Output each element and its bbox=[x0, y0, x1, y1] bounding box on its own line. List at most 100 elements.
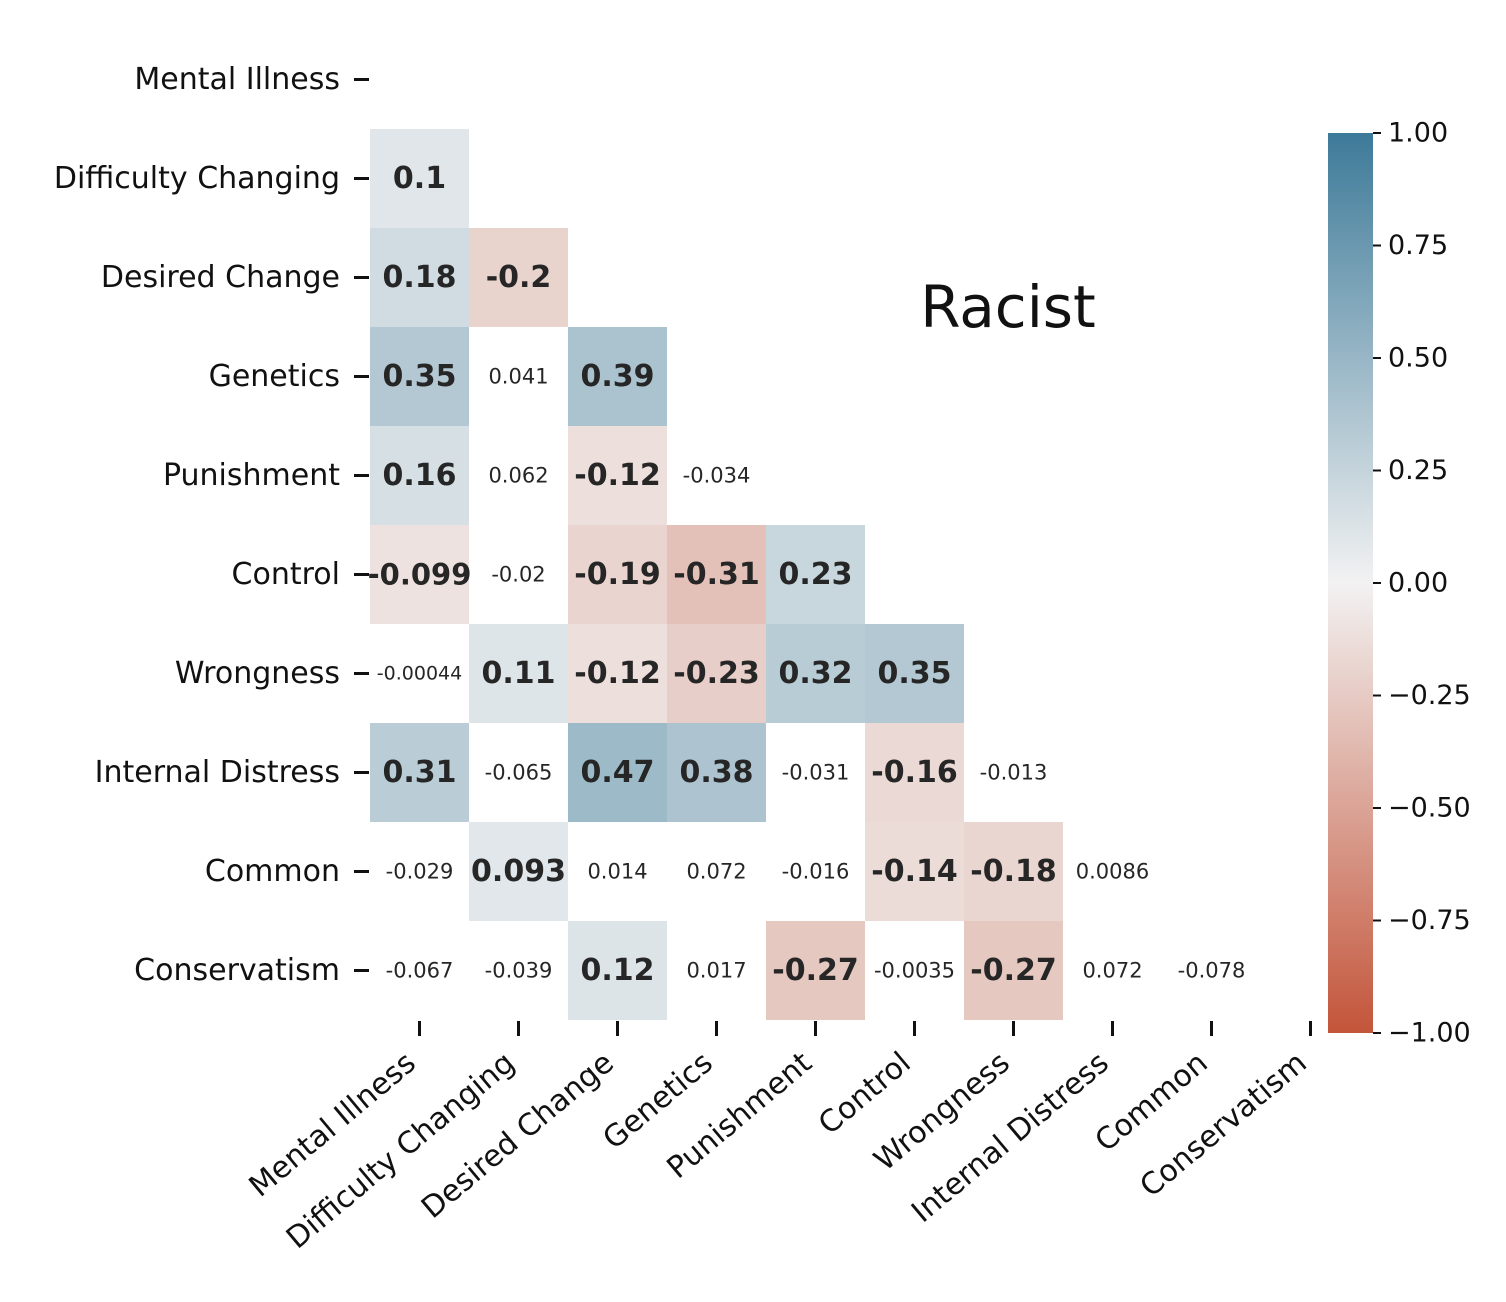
x-tick-label-mental-illness: Mental Illness bbox=[243, 1045, 423, 1204]
cell-label-internal-distress-punishment: -0.031 bbox=[782, 761, 850, 785]
heatmap-cell-wrongness-genetics bbox=[667, 624, 766, 723]
cell-label-conservatism-control: -0.0035 bbox=[874, 959, 955, 983]
colorbar-gradient bbox=[1328, 133, 1373, 1033]
cell-label-desired-change-mental-illness: 0.18 bbox=[382, 260, 456, 295]
cell-label-genetics-difficulty-changing: 0.041 bbox=[488, 365, 548, 389]
y-tick-label-wrongness: Wrongness bbox=[175, 656, 340, 691]
heatmap-cell-control-difficulty-changing bbox=[469, 525, 568, 624]
heatmap-cell-wrongness-control bbox=[865, 624, 964, 723]
cell-label-common-difficulty-changing: 0.093 bbox=[471, 854, 566, 889]
colorbar-tick-label: 1.00 bbox=[1388, 118, 1448, 149]
cell-label-wrongness-punishment: 0.32 bbox=[778, 656, 852, 691]
cell-label-wrongness-desired-change: -0.12 bbox=[574, 656, 660, 691]
colorbar-tick-label: 0.50 bbox=[1388, 343, 1448, 374]
y-tick-label-common: Common bbox=[205, 854, 340, 889]
heatmap-cell-conservatism-control bbox=[865, 921, 964, 1020]
chart-title: Racist bbox=[920, 273, 1096, 341]
heatmap-cell-control-punishment bbox=[766, 525, 865, 624]
heatmap-cell-conservatism-punishment bbox=[766, 921, 865, 1020]
heatmap-cell-internal-distress-control bbox=[865, 723, 964, 822]
y-tick-label-control: Control bbox=[232, 557, 340, 592]
cell-label-punishment-difficulty-changing: 0.062 bbox=[488, 464, 548, 488]
cell-label-desired-change-difficulty-changing: -0.2 bbox=[486, 260, 552, 295]
heatmap-cell-internal-distress-mental-illness bbox=[370, 723, 469, 822]
cell-label-common-desired-change: 0.014 bbox=[587, 860, 647, 884]
heatmap-cell-difficulty-changing-mental-illness bbox=[370, 129, 469, 228]
heatmap-cell-common-difficulty-changing bbox=[469, 822, 568, 921]
cell-label-internal-distress-difficulty-changing: -0.065 bbox=[485, 761, 553, 785]
cell-label-common-internal-distress: 0.0086 bbox=[1076, 860, 1149, 884]
cell-label-wrongness-control: 0.35 bbox=[877, 656, 951, 691]
cell-label-internal-distress-control: -0.16 bbox=[871, 755, 957, 790]
heatmap-cell-punishment-desired-change bbox=[568, 426, 667, 525]
y-tick-label-genetics: Genetics bbox=[209, 359, 340, 394]
cell-label-conservatism-genetics: 0.017 bbox=[686, 959, 746, 983]
colorbar-tick-label: 0.25 bbox=[1388, 455, 1448, 486]
cell-label-internal-distress-desired-change: 0.47 bbox=[580, 755, 654, 790]
x-tick-label-conservatism: Conservatism bbox=[1133, 1045, 1313, 1204]
heatmap-cell-conservatism-wrongness bbox=[964, 921, 1063, 1020]
heatmap-cell-common-internal-distress bbox=[1063, 822, 1162, 921]
y-axis: Mental Illness Difficulty Changing Desired… bbox=[54, 62, 369, 988]
colorbar-tick-label: −0.75 bbox=[1388, 905, 1471, 936]
heatmap-cell-common-wrongness bbox=[964, 822, 1063, 921]
heatmap-cell-control-genetics bbox=[667, 525, 766, 624]
heatmap-cell-common-desired-change bbox=[568, 822, 667, 921]
cell-label-conservatism-punishment: -0.27 bbox=[772, 953, 858, 988]
heatmap-cell-conservatism-common bbox=[1162, 921, 1261, 1020]
cell-label-wrongness-difficulty-changing: 0.11 bbox=[481, 656, 555, 691]
heatmap-cell-desired-change-difficulty-changing bbox=[469, 228, 568, 327]
heatmap-cell-wrongness-difficulty-changing bbox=[469, 624, 568, 723]
y-tick-label-desired-change: Desired Change bbox=[101, 260, 340, 295]
heatmap-cell-internal-distress-desired-change bbox=[568, 723, 667, 822]
y-tick-label-difficulty-changing: Difficulty Changing bbox=[54, 161, 340, 196]
heatmap-cell-wrongness-punishment bbox=[766, 624, 865, 723]
y-tick-label-punishment: Punishment bbox=[163, 458, 340, 493]
cell-label-conservatism-internal-distress: 0.072 bbox=[1082, 959, 1142, 983]
cell-label-control-punishment: 0.23 bbox=[778, 557, 852, 592]
cell-label-punishment-mental-illness: 0.16 bbox=[382, 458, 456, 493]
heatmap-cell-common-genetics bbox=[667, 822, 766, 921]
colorbar-tick-label: −0.25 bbox=[1388, 680, 1471, 711]
heatmap-cell-punishment-mental-illness bbox=[370, 426, 469, 525]
cell-label-control-genetics: -0.31 bbox=[673, 557, 759, 592]
cell-label-conservatism-wrongness: -0.27 bbox=[970, 953, 1056, 988]
cell-label-conservatism-difficulty-changing: -0.039 bbox=[485, 959, 553, 983]
heatmap-cell-control-mental-illness bbox=[370, 525, 469, 624]
heatmap-cell-common-mental-illness bbox=[370, 822, 469, 921]
heatmap-cells bbox=[370, 129, 1261, 1020]
heatmap-cell-control-desired-change bbox=[568, 525, 667, 624]
cell-label-punishment-desired-change: -0.12 bbox=[574, 458, 660, 493]
heatmap-cell-genetics-difficulty-changing bbox=[469, 327, 568, 426]
cell-label-common-control: -0.14 bbox=[871, 854, 957, 889]
cell-label-genetics-desired-change: 0.39 bbox=[580, 359, 654, 394]
colorbar-tick-label: 0.75 bbox=[1388, 230, 1448, 261]
colorbar-tick-label: 0.00 bbox=[1388, 568, 1448, 599]
cell-label-common-wrongness: -0.18 bbox=[970, 854, 1056, 889]
heatmap-cell-genetics-mental-illness bbox=[370, 327, 469, 426]
heatmap-cell-desired-change-mental-illness bbox=[370, 228, 469, 327]
cell-label-common-punishment: -0.016 bbox=[782, 860, 850, 884]
cell-label-common-mental-illness: -0.029 bbox=[386, 860, 454, 884]
heatmap-cell-internal-distress-genetics bbox=[667, 723, 766, 822]
heatmap-cell-internal-distress-wrongness bbox=[964, 723, 1063, 822]
colorbar-tick-label: −1.00 bbox=[1388, 1018, 1471, 1049]
heatmap-cell-conservatism-difficulty-changing bbox=[469, 921, 568, 1020]
cell-label-conservatism-mental-illness: -0.067 bbox=[386, 959, 454, 983]
cell-label-difficulty-changing-mental-illness: 0.1 bbox=[393, 161, 446, 196]
y-tick-label-mental-illness: Mental Illness bbox=[134, 62, 340, 97]
colorbar-tick-label: −0.50 bbox=[1388, 793, 1471, 824]
heatmap-cell-conservatism-mental-illness bbox=[370, 921, 469, 1020]
cell-label-internal-distress-wrongness: -0.013 bbox=[980, 761, 1048, 785]
heatmap-cell-wrongness-mental-illness bbox=[370, 624, 469, 723]
heatmap-cell-punishment-genetics bbox=[667, 426, 766, 525]
cell-label-conservatism-common: -0.078 bbox=[1178, 959, 1246, 983]
cell-label-common-genetics: 0.072 bbox=[686, 860, 746, 884]
cell-label-wrongness-mental-illness: -0.00044 bbox=[377, 663, 462, 685]
heatmap-cell-common-control bbox=[865, 822, 964, 921]
heatmap-cell-internal-distress-difficulty-changing bbox=[469, 723, 568, 822]
cell-label-conservatism-desired-change: 0.12 bbox=[580, 953, 654, 988]
heatmap-cell-conservatism-internal-distress bbox=[1063, 921, 1162, 1020]
